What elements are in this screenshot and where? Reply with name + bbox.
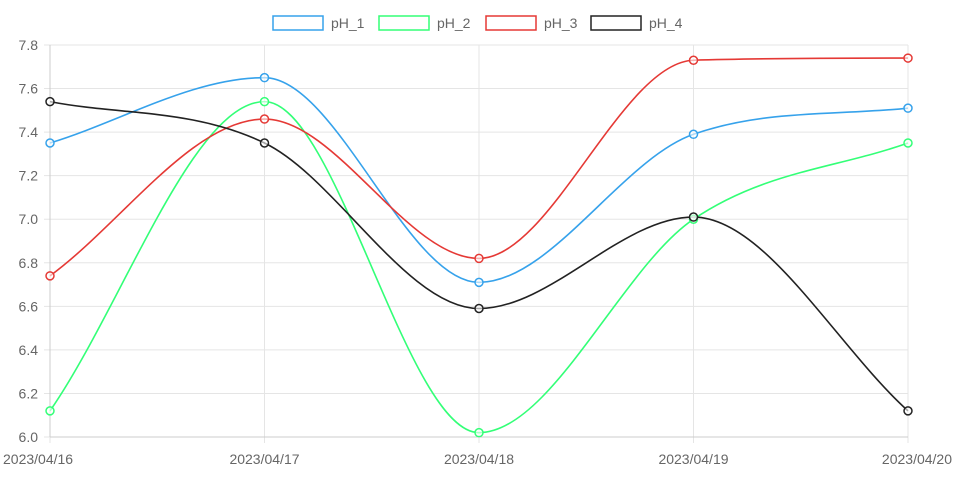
data-point-ph-4[interactable]	[903, 406, 913, 416]
y-tick-label: 6.4	[19, 342, 39, 358]
data-point-ph-4[interactable]	[474, 303, 484, 314]
chart-legend[interactable]: pH_1 pH_2 pH_3 pH_4	[272, 15, 683, 31]
data-point-ph-3[interactable]	[903, 53, 913, 63]
x-tick-label: 2023/04/18	[444, 451, 514, 467]
data-point-ph-1[interactable]	[45, 138, 55, 148]
data-point-ph-1[interactable]	[903, 103, 913, 113]
y-tick-label: 7.4	[19, 124, 39, 140]
y-tick-label: 7.8	[19, 37, 39, 53]
y-tick-label: 6.2	[19, 385, 39, 401]
y-tick-label: 6.6	[19, 298, 39, 314]
legend-swatch	[272, 15, 324, 31]
legend-item-ph-1[interactable]: pH_1	[272, 15, 365, 31]
legend-label: pH_3	[544, 15, 578, 31]
legend-item-ph-4[interactable]: pH_4	[590, 15, 683, 31]
y-axis-tick-labels: 6.0 6.2 6.4 6.6 6.8 7.0 7.2 7.4 7.6 7.8	[19, 37, 39, 445]
legend-swatch	[485, 15, 537, 31]
legend-item-ph-3[interactable]: pH_3	[485, 15, 578, 31]
series-line-ph-2	[49, 100, 909, 434]
series-points	[45, 53, 913, 438]
x-tick-label: 2023/04/17	[229, 451, 299, 467]
y-tick-label: 7.2	[19, 168, 39, 184]
data-point-ph-4[interactable]	[259, 138, 270, 148]
data-point-ph-4[interactable]	[688, 212, 699, 222]
data-point-ph-2[interactable]	[45, 406, 55, 416]
legend-swatch	[590, 15, 642, 31]
x-tick-label: 2023/04/19	[658, 451, 728, 467]
data-point-ph-2[interactable]	[903, 138, 913, 148]
y-tick-label: 6.0	[19, 429, 39, 445]
y-tick-label: 6.8	[19, 255, 39, 271]
legend-item-ph-2[interactable]: pH_2	[378, 15, 471, 31]
x-axis-tick-labels: 2023/04/16 2023/04/17 2023/04/18 2023/04/19…	[3, 451, 952, 467]
data-point-ph-2[interactable]	[474, 427, 484, 438]
y-tick-label: 7.0	[19, 211, 39, 227]
chart-grid	[44, 44, 909, 443]
data-point-ph-3[interactable]	[45, 271, 55, 281]
legend-label: pH_2	[437, 15, 471, 31]
y-tick-label: 7.6	[19, 81, 39, 97]
data-point-ph-2[interactable]	[259, 96, 270, 107]
x-tick-label: 2023/04/20	[882, 451, 952, 467]
data-point-ph-3[interactable]	[259, 114, 270, 124]
x-tick-label: 2023/04/16	[3, 451, 73, 467]
legend-swatch	[378, 15, 430, 31]
data-point-ph-1[interactable]	[474, 277, 484, 288]
legend-label: pH_4	[649, 15, 683, 31]
data-point-ph-1[interactable]	[259, 72, 270, 83]
data-point-ph-1[interactable]	[688, 129, 699, 140]
data-point-ph-3[interactable]	[474, 253, 484, 264]
legend-label: pH_1	[331, 15, 365, 31]
data-point-ph-4[interactable]	[45, 96, 55, 107]
data-point-ph-3[interactable]	[688, 55, 699, 65]
